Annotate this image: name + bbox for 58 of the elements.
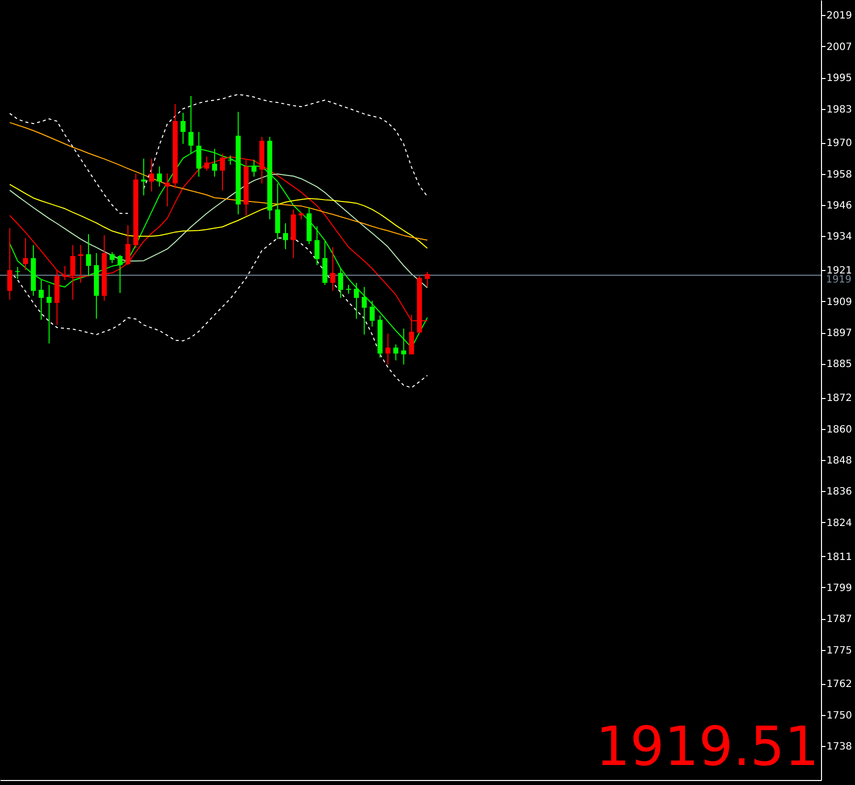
y-tick-label: 1885 <box>826 359 852 370</box>
y-tick-label: 1860 <box>826 424 852 436</box>
candlestick <box>370 300 375 328</box>
candlestick <box>156 166 162 188</box>
candlestick <box>251 159 256 178</box>
candlestick <box>110 252 115 264</box>
text: 1919.51 <box>596 715 819 778</box>
y-tick-label: 1909 <box>826 296 852 308</box>
y-tick-label: 1836 <box>826 486 852 498</box>
line-series <box>9 184 428 249</box>
y-tick-label: 1848 <box>826 455 852 466</box>
y-tick-label: 1958 <box>826 169 852 180</box>
candlestick <box>282 222 288 250</box>
y-tick-label: 1970 <box>826 138 852 150</box>
ref-line-label: 1919 <box>826 274 852 286</box>
candlestick <box>338 267 344 298</box>
y-tick-label: 1750 <box>826 710 852 722</box>
y-tick-label: 2019 <box>826 10 852 22</box>
candlestick <box>164 173 170 207</box>
candlestick <box>70 244 76 300</box>
line-series <box>9 122 428 241</box>
candlestick <box>141 158 146 196</box>
candlestick <box>180 112 186 144</box>
candlestick <box>424 271 430 288</box>
candlestick <box>330 246 336 292</box>
candlestick <box>125 224 130 266</box>
y-tick-label: 1775 <box>826 645 852 656</box>
y-tick-label: 1995 <box>826 73 852 84</box>
y-tick-label: 1824 <box>826 518 852 529</box>
candlestick <box>393 344 398 361</box>
candlestick <box>22 238 28 271</box>
y-tick-label: 2007 <box>826 42 852 53</box>
y-tick-label: 1811 <box>826 552 852 563</box>
candlestick <box>38 279 44 320</box>
y-tick-label: 1897 <box>826 328 852 339</box>
candlestick <box>78 244 84 284</box>
y-tick-label: 1946 <box>826 200 852 212</box>
candlestick <box>149 158 154 192</box>
candlestick <box>86 234 92 277</box>
candlestick <box>385 333 390 366</box>
candlestick <box>118 254 123 294</box>
y-tick-label: 1983 <box>826 104 852 116</box>
candlestick <box>228 155 233 166</box>
candlestick <box>7 228 12 300</box>
candlestick <box>46 284 52 344</box>
y-tick-label: 1934 <box>826 232 852 243</box>
y-tick-label: 1872 <box>826 393 852 404</box>
y-tick-label: 1787 <box>826 614 852 626</box>
y-tick-label: 1762 <box>826 679 852 690</box>
candlestick <box>62 265 68 280</box>
candlestick <box>275 182 280 240</box>
candlestick <box>15 266 20 280</box>
candlestick <box>362 286 367 336</box>
candlestick <box>314 226 320 266</box>
candlestick <box>354 282 359 320</box>
y-tick-label: 1799 <box>826 582 852 594</box>
line-series <box>9 174 428 288</box>
y-tick-label: 1738 <box>826 742 852 753</box>
